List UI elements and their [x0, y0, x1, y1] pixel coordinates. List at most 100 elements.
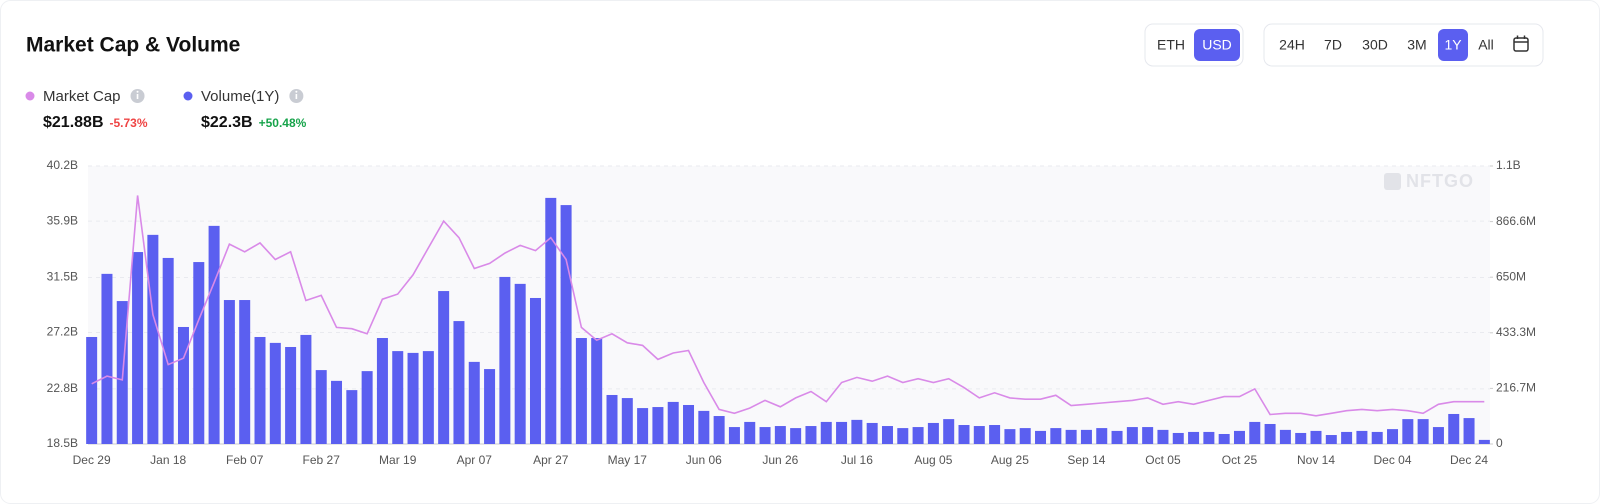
y-tick-label: 31.5B: [47, 270, 78, 284]
calendar-button[interactable]: [1513, 35, 1529, 52]
bar: [790, 428, 802, 444]
range-button[interactable]: All: [1478, 37, 1494, 53]
bar: [836, 421, 848, 444]
y-tick-label: 35.9B: [47, 213, 78, 227]
bar: [1295, 432, 1307, 444]
bar: [744, 421, 756, 444]
bar: [1004, 429, 1016, 444]
bar: [943, 419, 955, 444]
bar: [438, 291, 450, 444]
bar: [285, 346, 297, 444]
bar: [591, 338, 603, 444]
bar: [1126, 427, 1138, 444]
bar: [637, 408, 649, 444]
bar: [713, 416, 725, 444]
legend-label: Volume(1Y): [201, 88, 279, 105]
info-icon-glyph: [295, 90, 298, 93]
bar: [912, 427, 924, 444]
x-tick-label: Feb 27: [303, 453, 341, 467]
bar: [484, 369, 496, 444]
bar: [897, 428, 909, 444]
y-tick-label: 22.8B: [47, 381, 78, 395]
bar: [1249, 421, 1261, 444]
bar: [1478, 439, 1490, 444]
bar: [239, 300, 251, 444]
x-tick-label: Aug 25: [991, 453, 1029, 467]
bar: [529, 297, 541, 444]
range-button[interactable]: 30D: [1362, 37, 1388, 53]
bar: [1310, 430, 1322, 444]
x-tick-label: Mar 19: [379, 453, 417, 467]
y-tick-label: 18.5B: [47, 436, 78, 450]
bar: [1203, 431, 1215, 444]
info-icon-glyph: [136, 90, 139, 93]
y2-tick-label: 1.1B: [1496, 158, 1521, 172]
bar: [514, 283, 526, 444]
bar: [269, 342, 281, 444]
bar: [346, 390, 358, 444]
bar: [453, 321, 465, 444]
x-tick-label: Sep 14: [1067, 453, 1105, 467]
x-tick-label: Jun 26: [762, 453, 798, 467]
x-tick-label: Apr 07: [457, 453, 493, 467]
bar: [1111, 430, 1123, 444]
y2-tick-label: 866.6M: [1496, 214, 1536, 228]
calendar-icon: [1513, 37, 1529, 52]
bar: [973, 426, 985, 444]
info-icon-glyph: [295, 94, 298, 99]
bar: [1218, 433, 1230, 444]
bar: [1387, 429, 1399, 444]
bar: [1417, 419, 1429, 444]
y2-tick-label: 0: [1496, 436, 1503, 450]
bar: [86, 336, 98, 444]
legend-summary: $22.3B: [201, 114, 253, 131]
bar: [774, 426, 786, 444]
range-toggle: [1263, 23, 1544, 67]
bar: [820, 421, 832, 444]
x-tick-label: Jul 16: [841, 453, 873, 467]
bar: [315, 370, 327, 444]
range-button-active: [1438, 29, 1468, 61]
bar: [1065, 429, 1077, 444]
currency-button[interactable]: USD: [1202, 37, 1232, 53]
legend-dot: [25, 91, 35, 101]
y-tick-label: 27.2B: [47, 325, 78, 339]
bar: [499, 276, 511, 444]
bar: [208, 225, 220, 444]
bar: [376, 338, 388, 444]
bar: [1096, 428, 1108, 444]
bar: [1050, 428, 1062, 444]
x-tick-label: Aug 05: [914, 453, 952, 467]
bar: [683, 404, 695, 444]
bar: [147, 234, 159, 444]
range-button[interactable]: 1Y: [1444, 37, 1462, 53]
bar: [958, 425, 970, 444]
range-button[interactable]: 7D: [1324, 37, 1342, 53]
watermark: NFTGO: [1406, 171, 1474, 191]
bar: [1432, 427, 1444, 444]
currency-button[interactable]: ETH: [1157, 37, 1185, 53]
y2-tick-label: 650M: [1496, 269, 1526, 283]
legend-dot: [183, 91, 193, 101]
y-tick-label: 40.2B: [47, 158, 78, 172]
bar: [606, 394, 618, 444]
bar: [101, 273, 113, 444]
bar: [392, 351, 404, 444]
x-tick-label: May 17: [608, 453, 648, 467]
range-button[interactable]: 24H: [1279, 37, 1305, 53]
range-button[interactable]: 3M: [1407, 37, 1426, 53]
bar: [881, 426, 893, 444]
bar: [575, 338, 587, 444]
bar: [866, 422, 878, 444]
bar: [177, 326, 189, 444]
bar: [560, 205, 572, 444]
info-icon-glyph: [136, 94, 139, 99]
legend-change: -5.73%: [110, 116, 148, 130]
x-tick-label: Oct 05: [1145, 453, 1181, 467]
bar: [468, 361, 480, 444]
bar: [545, 197, 557, 444]
bar: [331, 380, 343, 444]
bar: [300, 334, 312, 444]
bar: [1142, 427, 1154, 444]
